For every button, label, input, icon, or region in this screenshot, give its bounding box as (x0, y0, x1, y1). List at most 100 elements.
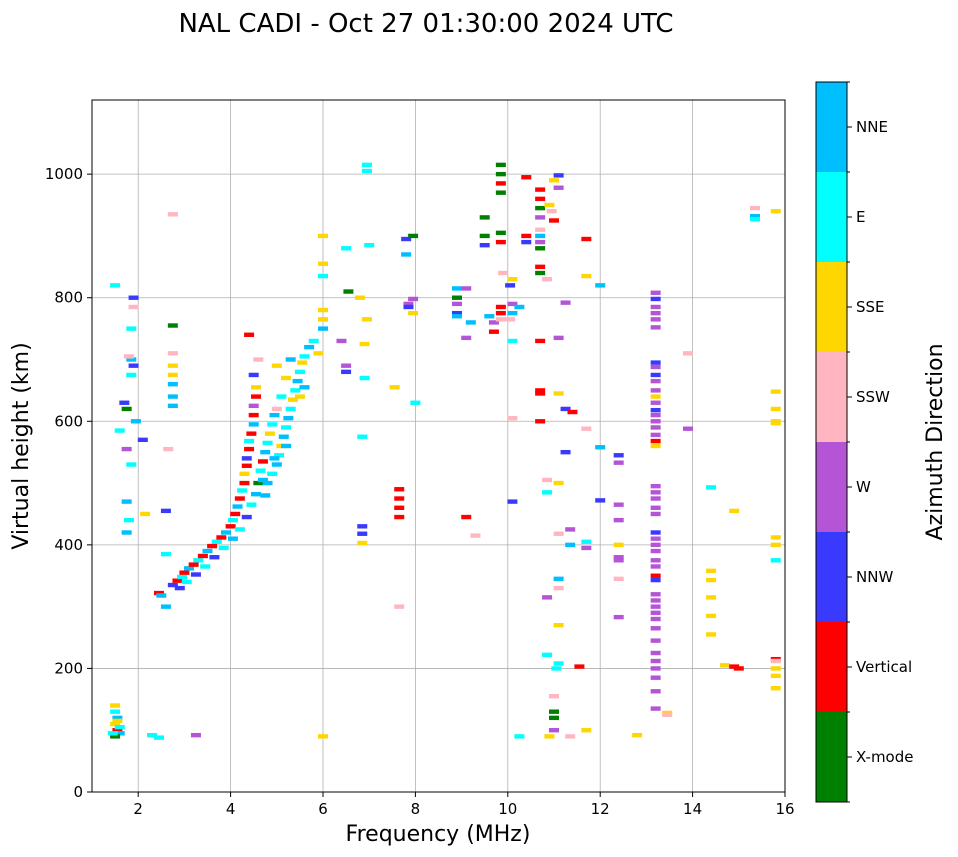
echo-mark (650, 598, 661, 603)
echo-mark (650, 610, 661, 616)
echo-mark (110, 283, 121, 288)
echo-mark (361, 162, 372, 168)
echo-mark (770, 673, 781, 679)
echo-mark (650, 650, 661, 656)
echo-mark (535, 264, 546, 270)
echo-mark (130, 419, 141, 424)
echo-mark (749, 217, 760, 222)
echo-mark (521, 239, 532, 245)
echo-mark (650, 360, 661, 365)
echo-mark (121, 406, 132, 412)
echo-mark (318, 261, 328, 266)
colorbar-segment-x-mode (816, 712, 847, 802)
echo-mark (278, 434, 289, 439)
echo-mark (650, 616, 661, 622)
echo-mark (682, 351, 693, 356)
echo-mark (549, 178, 559, 183)
echo-mark (271, 363, 282, 368)
x-tick-label: 2 (133, 800, 143, 818)
echo-mark (110, 721, 121, 727)
echo-mark (567, 409, 578, 415)
echo-mark (549, 694, 559, 699)
echo-mark (394, 604, 405, 609)
x-tick-label: 6 (318, 800, 328, 818)
echo-mark (613, 542, 624, 548)
echo-mark (193, 558, 204, 563)
echo-mark (650, 483, 661, 489)
echo-mark (770, 209, 781, 214)
echo-mark (160, 508, 171, 514)
echo-mark (107, 731, 118, 736)
echo-mark (190, 572, 201, 577)
y-tick-label: 800 (54, 289, 83, 307)
echo-mark (650, 310, 661, 316)
echo-mark (297, 360, 308, 365)
echo-mark (706, 485, 717, 490)
echo-mark (244, 446, 255, 452)
echo-mark (553, 185, 564, 190)
echo-mark (389, 385, 400, 390)
echo-mark (241, 514, 252, 520)
echo-mark (357, 531, 368, 536)
echo-mark (470, 533, 481, 538)
echo-mark (632, 732, 643, 738)
echo-mark (167, 582, 178, 588)
echo-mark (394, 487, 405, 492)
echo-mark (451, 295, 462, 300)
echo-mark (581, 545, 592, 551)
echo-mark (595, 445, 606, 450)
echo-mark (770, 542, 781, 548)
echo-mark (285, 406, 296, 412)
echo-mark (770, 686, 781, 691)
echo-mark (167, 403, 178, 409)
echo-mark (451, 286, 462, 291)
echo-mark (336, 338, 347, 344)
echo-mark (650, 558, 661, 563)
echo-mark (451, 301, 462, 307)
echo-mark (535, 338, 546, 344)
echo-mark (650, 443, 661, 449)
echo-mark (650, 419, 661, 424)
echo-mark (167, 363, 178, 368)
echo-mark (613, 558, 624, 563)
echo-mark (299, 385, 310, 390)
echo-mark (112, 718, 123, 724)
echo-mark (290, 388, 301, 393)
x-tick-label: 8 (411, 800, 421, 818)
y-tick-label: 0 (73, 783, 83, 801)
echo-mark (361, 317, 372, 322)
echo-mark (126, 326, 137, 331)
echo-mark (650, 536, 661, 541)
plot-area: 2 4 6 8 10 12 14 16 0 200 400 600 800 1000 (45, 99, 795, 818)
echo-mark (190, 732, 201, 738)
echo-mark (479, 233, 490, 239)
echo-mark (488, 320, 499, 325)
echo-mark (498, 270, 509, 276)
x-tick-label: 10 (498, 800, 517, 818)
echo-mark (560, 406, 571, 412)
echo-mark (495, 310, 506, 316)
echo-mark (318, 734, 328, 739)
echo-mark (553, 531, 564, 536)
x-tick-label: 16 (775, 800, 794, 818)
echo-mark (682, 426, 693, 431)
echo-mark (246, 431, 257, 436)
echo-mark (251, 394, 262, 399)
colorbar-tick-label: NNW (856, 568, 893, 586)
echo-mark (184, 566, 195, 571)
echo-mark (479, 215, 490, 220)
echo-mark (281, 443, 292, 449)
echo-mark (408, 296, 419, 302)
echo-mark (542, 595, 553, 600)
echo-mark (257, 459, 268, 464)
echo-mark (613, 555, 624, 560)
echo-mark (285, 357, 296, 362)
echo-mark (505, 317, 516, 322)
echo-mark (318, 233, 328, 239)
echo-mark (287, 397, 298, 402)
echo-mark (650, 407, 661, 413)
echo-mark (167, 351, 178, 356)
echo-mark (114, 428, 125, 433)
echo-mark (110, 703, 121, 708)
echo-mark (770, 535, 781, 540)
